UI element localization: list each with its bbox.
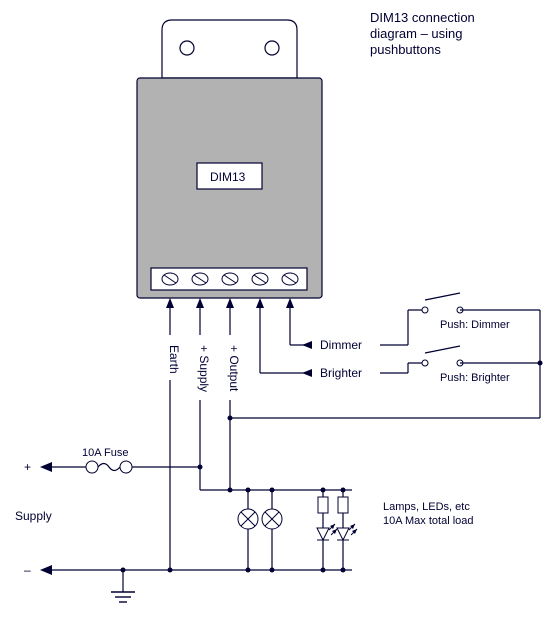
ground-symbol bbox=[111, 570, 135, 602]
led-2 bbox=[337, 490, 357, 570]
title-line1: DIM13 connection bbox=[370, 10, 475, 25]
label-output-plus: + Output bbox=[227, 345, 241, 392]
label-dimmer: Dimmer bbox=[320, 338, 362, 352]
label-push-dimmer: Push: Dimmer bbox=[440, 319, 510, 331]
diagram-canvas: DIM13 connection diagram – using pushbut… bbox=[0, 0, 553, 619]
brighter-run: Brighter Push: Brighter bbox=[260, 335, 540, 384]
label-supply-plus: + Supply bbox=[197, 345, 211, 392]
fuse: 10A Fuse bbox=[82, 447, 132, 473]
module-hole-right bbox=[265, 41, 279, 55]
label-earth: Earth bbox=[167, 345, 181, 374]
terminal-arrows bbox=[166, 298, 294, 335]
supply-plus-sign: + bbox=[24, 460, 31, 474]
dimmer-run: Dimmer Push: Dimmer bbox=[290, 293, 540, 352]
label-push-brighter: Push: Brighter bbox=[440, 372, 510, 384]
supply-plus-arrow bbox=[40, 462, 52, 472]
supply-minus-arrow bbox=[40, 565, 52, 575]
supply-text: Supply bbox=[15, 509, 52, 523]
title-line3: pushbuttons bbox=[370, 42, 441, 57]
label-brighter: Brighter bbox=[320, 366, 362, 380]
module-label: DIM13 bbox=[210, 170, 246, 184]
lamp-1 bbox=[238, 490, 258, 570]
module-hole-left bbox=[180, 41, 194, 55]
loads-label-1: Lamps, LEDs, etc bbox=[383, 501, 470, 513]
loads-label-2: 10A Max total load bbox=[383, 515, 474, 527]
title-line2: diagram – using bbox=[370, 26, 463, 41]
fuse-label: 10A Fuse bbox=[82, 447, 128, 459]
led-1 bbox=[317, 490, 337, 570]
supply-minus-sign: – bbox=[24, 563, 31, 577]
lamp-2 bbox=[262, 490, 282, 570]
